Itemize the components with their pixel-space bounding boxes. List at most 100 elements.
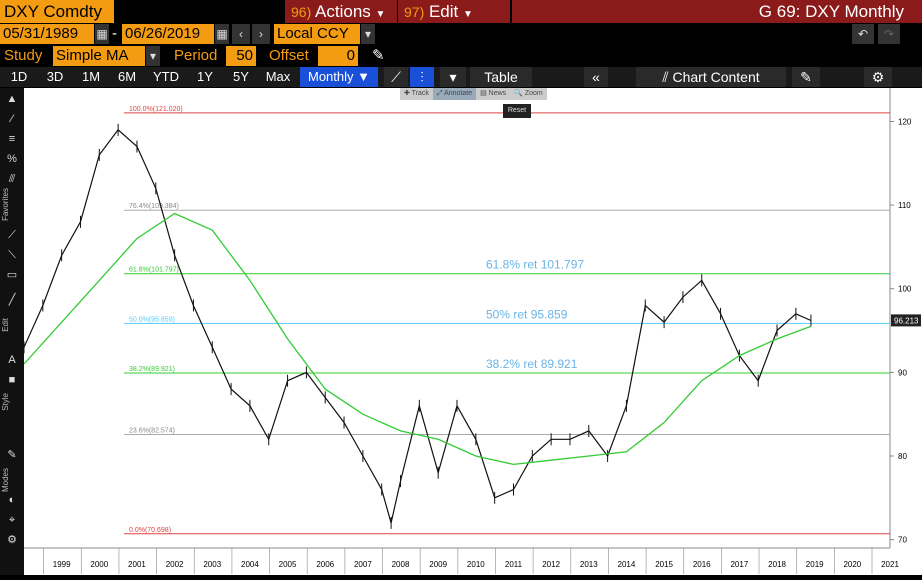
color-tool-icon[interactable]: ■ [8,374,16,386]
line-chart-icon[interactable]: ⟋ [384,67,408,87]
edit-label: Edit [428,2,459,21]
x-tick-label: 2020 [843,560,861,569]
x-tick-label: 2021 [881,560,899,569]
fib-tool-icon[interactable]: ≡ [8,133,16,145]
chart-content-button[interactable]: ⫽ Chart Content [636,67,786,87]
prev-arrow-icon[interactable]: ‹ [232,24,250,44]
redo-icon[interactable]: ↷ [878,24,900,44]
chart-content-label: Chart Content [672,69,760,85]
bar-chart-icon[interactable]: ⫶ [410,67,434,87]
ticker-field[interactable]: DXY Comdty [0,0,114,23]
x-tick-label: 2005 [279,560,297,569]
period-field[interactable]: 50 [226,46,256,66]
tab-5y[interactable]: 5Y [233,69,249,84]
x-tick-label: 2012 [542,560,560,569]
tab-ytd[interactable]: YTD [153,69,179,84]
currency-select[interactable]: Local CCY [274,24,360,44]
study-select[interactable]: Simple MA [53,46,145,66]
fib-level-label: 23.6%(82.574) [129,427,175,434]
chart-icon: ⫽ [662,69,673,85]
favorites-label: Favorites [1,188,10,221]
fib-level-label: 61.8%(101.797) [129,267,179,274]
pen-tool-icon[interactable]: ✎ [7,449,17,461]
start-date-field[interactable]: 05/31/1989 [0,24,94,44]
text-tool-icon[interactable]: A [8,354,16,366]
modes-label: Modes [1,468,10,493]
tab-3d[interactable]: 3D [46,69,64,84]
next-arrow-icon[interactable]: › [252,24,270,44]
x-tick-label: 2003 [203,560,221,569]
undo-icon[interactable]: ↶ [852,24,874,44]
gear-icon[interactable]: ⚙ [7,534,17,546]
mode-tool-icon[interactable]: ◐ [8,494,16,506]
annotate-mode[interactable]: ⤢ Annotate [432,88,477,100]
offset-label: Offset [269,47,309,64]
actions-menu[interactable]: 96) Actions ▼ [285,0,397,23]
chevron-down-icon[interactable]: ▾ [440,67,466,87]
tab-max[interactable]: Max [265,69,291,84]
zoom-mode[interactable]: 🔍 Zoom [514,90,543,97]
x-tick-label: 2010 [467,560,485,569]
period-label: Period [174,47,218,64]
x-tick-label: 2013 [580,560,598,569]
pointer-icon[interactable]: ▲ [6,93,18,105]
tab-1m[interactable]: 1M [81,69,101,84]
last-price-label: 96.213 [894,316,919,325]
retracement-annotation: 61.8% ret 101.797 [486,258,584,272]
end-date-field[interactable]: 06/26/2019 [122,24,214,44]
percent-tool-icon[interactable]: % [7,153,17,165]
table-button[interactable]: Table [470,67,532,87]
x-tick-label: 2002 [166,560,184,569]
chart-panel[interactable]: 1999 2000 2001 2002 2003 2004 2005 2006 2007 2008… [23,88,922,575]
gear-icon[interactable]: ⚙ [864,67,892,87]
chevron-down-icon[interactable]: ▾ [361,24,375,44]
news-mode[interactable]: ▤ News [480,90,507,97]
fib-level-label: 100.0%(121.020) [129,106,183,113]
fib-level-label: 76.4%(109.384) [129,203,179,210]
draw-tool-icon[interactable]: ╱ [8,294,16,306]
pencil-icon[interactable]: ✎ [372,47,385,64]
retracement-annotation: 38.2% ret 89.921 [486,357,578,371]
dropdown-icon: ▼ [375,9,386,20]
top-bar: DXY Comdty 96) Actions ▼ 97) Edit ▼ G 69… [0,0,922,23]
track-mode[interactable]: ✚ Track [404,90,429,97]
actions-number: 96) [291,4,312,20]
style-label: Style [1,393,10,411]
date-separator: - [112,25,117,42]
reset-button[interactable]: Reset [503,104,531,118]
x-tick-label: 2017 [730,560,748,569]
cursor-mode-icon[interactable]: ⌖ [8,514,16,526]
collapse-icon[interactable]: « [584,67,608,87]
calendar-icon[interactable]: ▦ [95,24,109,44]
left-toolbar: ▲ ⁄ ≡ % ⫻ Favorites ⟋ ⟍ ▭ ╱ Edit A ■ Sty… [0,88,24,575]
x-tick-label: 2006 [316,560,334,569]
y-tick-label: 110 [898,201,911,210]
edit-menu[interactable]: 97) Edit ▼ [398,0,510,23]
edit-label: Edit [1,318,10,332]
offset-field[interactable]: 0 [318,46,358,66]
x-tick-label: 2018 [768,560,786,569]
dropdown-icon: ▼ [463,9,473,20]
fib-level-label: 50.0%(95.859) [129,316,175,323]
channel-tool-icon[interactable]: ⫻ [8,173,16,185]
rect-tool-icon[interactable]: ▭ [6,269,18,281]
x-tick-label: 2009 [429,560,447,569]
fib-level-label: 0.0%(70.698) [129,527,171,534]
chevron-down-icon[interactable]: ▾ [146,46,160,66]
calendar-icon[interactable]: ▦ [215,24,229,44]
tab-monthly[interactable]: Monthly ▼ [300,67,378,87]
x-tick-label: 2000 [90,560,108,569]
trend-tool-icon[interactable]: ⟋ [8,229,16,241]
tab-1d[interactable]: 1D [10,69,28,84]
ray-tool-icon[interactable]: ⟍ [8,249,16,261]
line-tool-icon[interactable]: ⁄ [11,113,13,125]
tab-6m[interactable]: 6M [117,69,137,84]
x-tick-label: 2004 [241,560,259,569]
x-tick-label: 2011 [505,560,523,569]
x-tick-label: 1999 [53,560,71,569]
actions-label: Actions [315,2,371,21]
y-tick-label: 100 [898,285,912,294]
edit-chart-icon[interactable]: ✎ [792,67,820,87]
price-chart[interactable]: 1999 2000 2001 2002 2003 2004 2005 2006 2007 2008… [23,88,922,575]
tab-1y[interactable]: 1Y [197,69,213,84]
